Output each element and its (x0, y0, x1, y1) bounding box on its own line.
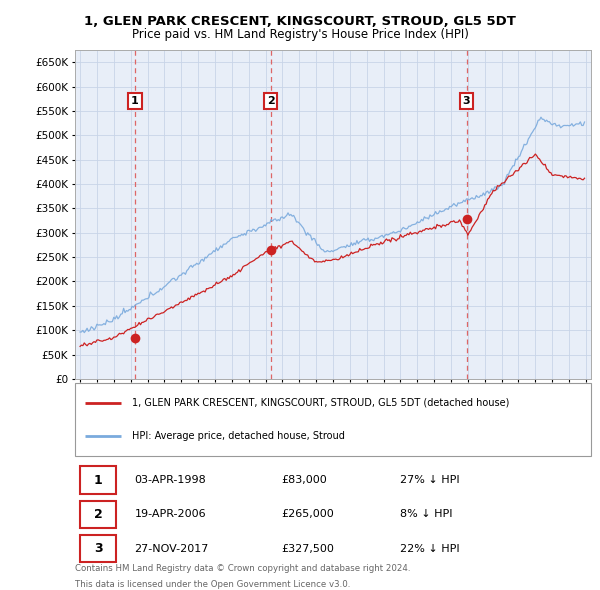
Text: Price paid vs. HM Land Registry's House Price Index (HPI): Price paid vs. HM Land Registry's House … (131, 28, 469, 41)
Text: 03-APR-1998: 03-APR-1998 (134, 475, 206, 485)
Text: 1, GLEN PARK CRESCENT, KINGSCOURT, STROUD, GL5 5DT: 1, GLEN PARK CRESCENT, KINGSCOURT, STROU… (84, 15, 516, 28)
Text: This data is licensed under the Open Government Licence v3.0.: This data is licensed under the Open Gov… (75, 580, 350, 589)
FancyBboxPatch shape (80, 535, 116, 562)
Text: 3: 3 (94, 542, 103, 555)
FancyBboxPatch shape (80, 466, 116, 494)
Text: 2: 2 (267, 96, 274, 106)
Text: 1: 1 (131, 96, 139, 106)
Text: HPI: Average price, detached house, Stroud: HPI: Average price, detached house, Stro… (132, 431, 344, 441)
Text: 27% ↓ HPI: 27% ↓ HPI (400, 475, 460, 485)
Text: 3: 3 (463, 96, 470, 106)
Text: 1: 1 (94, 474, 103, 487)
Text: 2: 2 (94, 508, 103, 521)
Text: 22% ↓ HPI: 22% ↓ HPI (400, 544, 460, 554)
Text: 1, GLEN PARK CRESCENT, KINGSCOURT, STROUD, GL5 5DT (detached house): 1, GLEN PARK CRESCENT, KINGSCOURT, STROU… (132, 398, 509, 408)
Text: 19-APR-2006: 19-APR-2006 (134, 509, 206, 519)
Text: 27-NOV-2017: 27-NOV-2017 (134, 544, 209, 554)
Text: £83,000: £83,000 (281, 475, 327, 485)
Text: £327,500: £327,500 (281, 544, 334, 554)
Text: £265,000: £265,000 (281, 509, 334, 519)
FancyBboxPatch shape (75, 383, 591, 455)
FancyBboxPatch shape (80, 501, 116, 528)
Text: 8% ↓ HPI: 8% ↓ HPI (400, 509, 452, 519)
Text: Contains HM Land Registry data © Crown copyright and database right 2024.: Contains HM Land Registry data © Crown c… (75, 564, 410, 573)
